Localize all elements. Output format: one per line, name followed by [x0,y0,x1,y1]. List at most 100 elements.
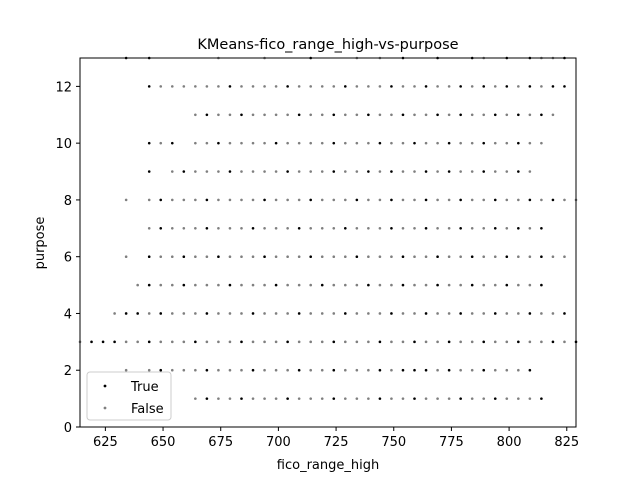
point-false [159,85,163,88]
point-false [159,340,163,344]
point-false [228,397,232,400]
point-false [390,397,393,400]
point-true [240,113,243,117]
point-false [493,283,497,287]
y-tick-label: 8 [64,194,72,209]
point-true [459,397,462,400]
point-true [528,312,532,315]
point-true [205,397,209,400]
point-true [413,141,416,145]
point-false [170,283,174,287]
point-false [367,141,370,145]
point-false [240,198,243,202]
point-false [251,170,255,173]
point-false [170,312,174,315]
point-true [390,85,393,88]
y-tick-label: 2 [64,364,72,379]
point-false [424,113,428,117]
point-false [194,227,197,230]
point-true [355,198,359,202]
point-true [413,368,416,372]
point-false [367,227,370,230]
point-true [147,283,151,287]
point-true [240,397,243,400]
point-true [251,312,255,315]
point-false [240,85,243,88]
point-false [482,198,486,202]
point-false [274,85,278,88]
point-true [447,141,451,145]
point-true [205,312,209,315]
point-true [482,340,486,344]
point-false [401,227,405,230]
point-false [274,113,278,117]
point-true [147,255,151,258]
point-false [517,198,520,202]
point-false [147,368,151,372]
point-false [251,141,255,145]
point-false [297,198,301,202]
point-false [493,368,497,372]
point-true [182,170,186,173]
point-false [251,85,255,88]
point-false [413,85,416,88]
point-true [390,227,393,230]
y-tick-label: 10 [55,137,72,152]
point-false [182,198,186,202]
point-false [124,198,128,202]
point-true [470,255,474,258]
point-false [274,397,278,400]
point-true [170,141,174,145]
point-true [517,170,520,173]
point-true [159,368,163,372]
point-true [159,312,163,315]
point-false [413,227,416,230]
point-false [344,141,347,145]
x-tick-label: 775 [439,435,464,450]
point-false [240,170,243,173]
point-false [309,397,313,400]
point-false [274,170,278,173]
point-false [263,85,266,88]
point-false [470,227,474,230]
point-false [274,368,278,372]
point-false [286,255,289,258]
point-false [309,227,313,230]
point-false [159,255,163,258]
point-true [517,113,520,117]
point-false [563,198,566,202]
point-false [274,255,278,258]
point-false [436,85,439,88]
point-false [517,283,520,287]
point-true [147,340,151,344]
point-false [309,141,313,145]
point-false [286,141,289,145]
point-true [205,198,209,202]
point-true [390,312,393,315]
point-true [274,283,278,287]
legend-marker-true [103,384,107,388]
point-false [436,368,439,372]
point-false [332,283,336,287]
point-false [447,397,451,400]
point-false [320,227,324,230]
point-false [205,283,209,287]
point-false [424,397,428,400]
point-false [517,397,520,400]
point-false [240,255,243,258]
point-false [194,255,197,258]
point-true [459,85,462,88]
point-false [297,397,301,400]
point-false [413,283,416,287]
point-false [355,170,359,173]
point-false [390,141,393,145]
point-false [528,397,532,400]
point-true [540,227,543,230]
point-false [309,368,313,372]
point-false [217,170,220,173]
point-false [436,170,439,173]
point-true [528,368,532,372]
point-false [251,283,255,287]
point-true [309,198,313,202]
point-true [459,312,462,315]
